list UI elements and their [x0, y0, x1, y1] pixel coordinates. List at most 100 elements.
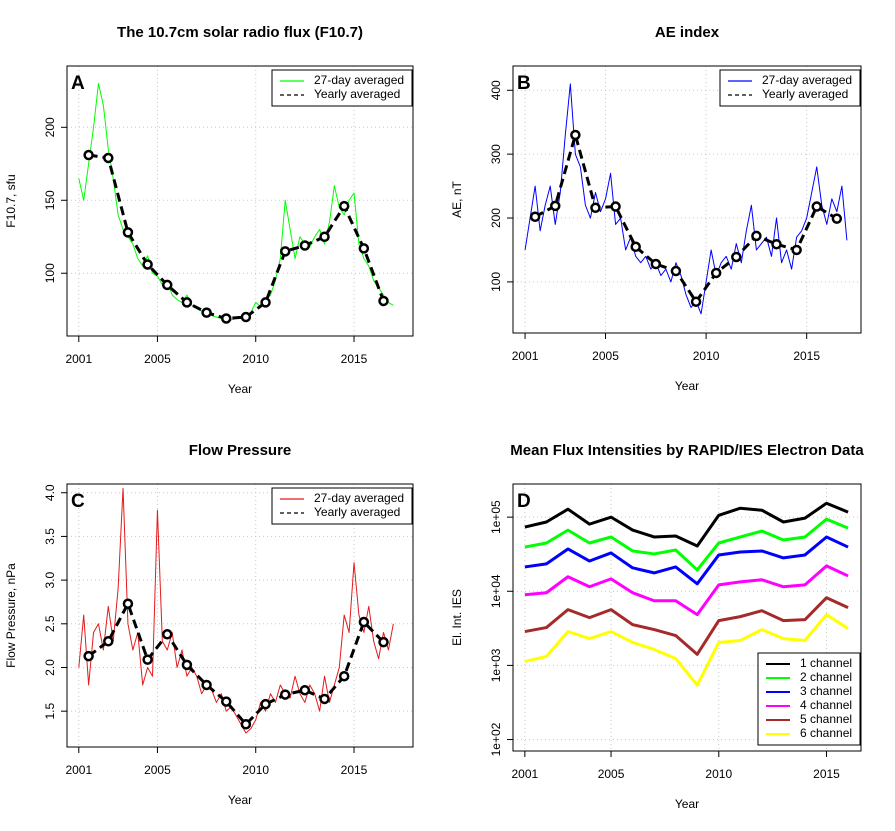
legend-box — [757, 652, 861, 746]
y-axis-label: AE, nT — [450, 180, 464, 217]
series-line — [524, 501, 849, 548]
point — [549, 200, 561, 212]
y-tick-label: 1e+02 — [489, 722, 503, 756]
chart-title: Flow Pressure — [189, 442, 292, 459]
panel: Mean Flux Intensities by RAPID/IES Elect… — [450, 442, 864, 811]
point — [122, 227, 134, 238]
y-tick-label: 1.5 — [43, 703, 57, 720]
point — [181, 659, 193, 671]
plot-frame — [66, 483, 414, 748]
x-tick-label: 2005 — [144, 352, 171, 366]
y-axis-label: El. Int. IES — [450, 589, 464, 646]
point — [811, 201, 822, 212]
x-axis-label: Year — [228, 793, 252, 807]
point — [201, 307, 212, 318]
point — [103, 636, 114, 647]
point — [142, 259, 153, 270]
point — [162, 629, 173, 640]
series-line — [524, 517, 849, 572]
point — [279, 246, 291, 257]
point — [570, 129, 581, 141]
point — [710, 267, 722, 279]
y-tick-label: 400 — [489, 80, 503, 100]
y-tick-label: 3.5 — [43, 528, 57, 545]
legend-box — [719, 69, 861, 107]
point — [299, 240, 311, 251]
y-tick-label: 200 — [43, 117, 57, 137]
point — [279, 689, 291, 700]
x-axis-label: Year — [675, 379, 699, 393]
panel: The 10.7cm solar radio flux (F10.7) Year F… — [4, 24, 414, 396]
plot-frame — [512, 483, 862, 752]
legend-box — [271, 487, 413, 525]
point — [791, 244, 802, 256]
series-line — [524, 613, 849, 687]
y-tick-label: 3.0 — [43, 571, 57, 588]
chart-title: The 10.7cm solar radio flux (F10.7) — [117, 24, 363, 41]
x-tick-label: 2001 — [511, 767, 538, 781]
y-tick-label: 1e+03 — [489, 648, 503, 682]
legend-label: Yearly averaged — [762, 87, 848, 101]
point — [690, 296, 702, 307]
point — [771, 238, 782, 250]
panel-letter: C — [71, 491, 85, 512]
point — [529, 211, 541, 222]
series-line — [88, 153, 385, 320]
point — [201, 679, 212, 691]
x-tick-label: 2001 — [65, 763, 92, 777]
series-line — [524, 535, 849, 586]
y-tick-label: 100 — [43, 263, 57, 283]
x-tick-label: 2015 — [793, 349, 820, 363]
point — [260, 297, 271, 308]
x-tick-label: 2015 — [813, 767, 840, 781]
point — [83, 650, 94, 662]
plot-frame — [512, 65, 862, 334]
point — [240, 311, 252, 323]
chart-title: AE index — [655, 24, 720, 41]
legend-label: Yearly averaged — [314, 87, 400, 101]
point — [181, 297, 193, 308]
series-line — [524, 596, 849, 656]
series-line — [524, 564, 849, 617]
series-line — [78, 487, 394, 734]
point — [142, 654, 153, 665]
point — [378, 636, 389, 648]
legend-label: 27-day averaged — [314, 491, 404, 505]
point — [338, 200, 350, 212]
legend-label: Yearly averaged — [314, 505, 400, 519]
y-tick-label: 200 — [489, 208, 503, 228]
point — [650, 258, 662, 270]
legend-label: 1 channel — [800, 656, 852, 670]
y-tick-label: 150 — [43, 190, 57, 210]
series-line — [524, 83, 848, 315]
point — [162, 279, 173, 291]
legend-label: 3 channel — [800, 684, 852, 698]
point — [220, 313, 232, 324]
point — [319, 693, 330, 705]
legend-label: 6 channel — [800, 726, 852, 740]
point — [299, 684, 311, 696]
x-tick-label: 2015 — [341, 352, 368, 366]
y-tick-label: 2.5 — [43, 615, 57, 632]
legend-label: 4 channel — [800, 698, 852, 712]
y-tick-label: 1e+04 — [489, 574, 503, 608]
point — [220, 696, 232, 707]
panel-letter: B — [517, 73, 531, 94]
x-axis-label: Year — [228, 382, 252, 396]
legend-label: 5 channel — [800, 712, 852, 726]
point — [831, 213, 843, 224]
x-tick-label: 2010 — [242, 352, 269, 366]
point — [630, 241, 641, 253]
legend-label: 27-day averaged — [314, 73, 404, 87]
point — [122, 598, 134, 609]
point — [103, 152, 114, 164]
x-tick-label: 2015 — [341, 763, 368, 777]
x-axis-label: Year — [675, 797, 699, 811]
point — [751, 230, 762, 242]
y-tick-label: 1e+05 — [489, 500, 503, 534]
y-tick-label: 2.0 — [43, 659, 57, 676]
point — [358, 243, 370, 254]
y-axis-label: F10.7, sfu — [4, 174, 18, 227]
plot-frame — [66, 65, 414, 337]
